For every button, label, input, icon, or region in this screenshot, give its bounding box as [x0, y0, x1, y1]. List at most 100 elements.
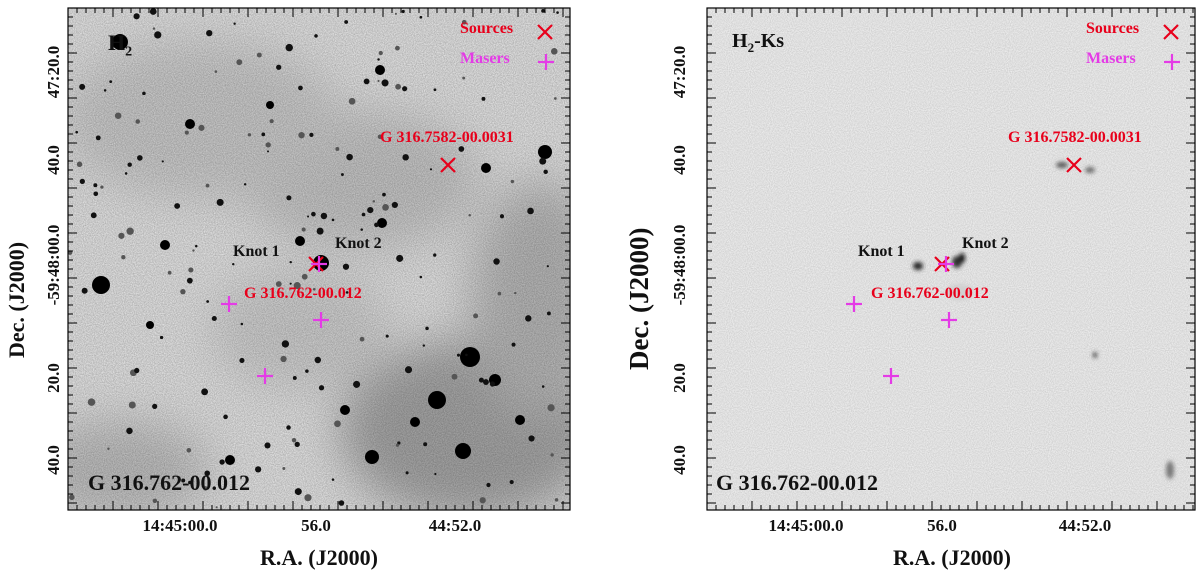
star: [204, 470, 210, 477]
star: [255, 466, 262, 473]
star: [514, 291, 517, 295]
star: [95, 135, 101, 141]
star: [267, 150, 270, 153]
star: [497, 291, 502, 296]
star: [425, 326, 429, 331]
star: [341, 173, 344, 176]
star: [473, 313, 479, 319]
maser-marker: [883, 368, 899, 384]
star: [455, 443, 471, 459]
star: [154, 31, 162, 39]
star: [344, 20, 349, 24]
star: [289, 282, 292, 285]
star: [422, 344, 426, 347]
star: [451, 373, 458, 380]
x-tick-label: 44:52.0: [428, 516, 482, 535]
star: [185, 119, 195, 129]
star: [214, 70, 218, 73]
star: [107, 447, 110, 451]
star: [345, 291, 349, 294]
star: [481, 96, 486, 101]
star: [90, 212, 97, 219]
star: [481, 163, 491, 173]
star: [264, 442, 271, 449]
star: [405, 471, 409, 475]
star: [93, 183, 98, 188]
knot-2-label: Knot 2: [962, 235, 1009, 252]
star: [152, 403, 158, 409]
star: [146, 321, 154, 329]
star: [509, 480, 514, 485]
star: [433, 88, 437, 92]
star: [510, 179, 515, 184]
source-label-g316-7582: G 316.7582-00.0031: [380, 129, 514, 146]
star: [316, 227, 324, 235]
star: [401, 9, 405, 14]
h2-image-panel: H2 Sources Masers G 316.7582-00.0031 G 3…: [4, 7, 571, 570]
star: [419, 15, 423, 19]
maser-marker: [257, 368, 273, 384]
x-tick-label: 56.0: [927, 516, 957, 535]
star: [76, 161, 83, 168]
source-label-g316-762: G 316.762-00.012: [244, 285, 362, 302]
star: [186, 277, 193, 284]
star: [353, 380, 361, 388]
star: [167, 270, 172, 275]
star: [205, 183, 210, 188]
star: [79, 178, 85, 184]
star: [126, 427, 133, 435]
star: [201, 388, 209, 396]
star: [240, 322, 244, 326]
star: [293, 282, 301, 290]
star: [269, 119, 274, 124]
h2-image-field: [68, 8, 570, 510]
y-tick-label: -59:48:00.0: [44, 224, 63, 306]
h2-ks-image-canvas: [706, 7, 1196, 511]
star: [92, 276, 110, 294]
panel-label: H2-Ks: [732, 30, 785, 55]
star: [298, 131, 305, 139]
star: [546, 311, 551, 316]
star: [232, 262, 235, 266]
y-tick-label: 47:20.0: [44, 45, 63, 99]
field-name-label: G 316.762-00.012: [716, 470, 878, 495]
star: [541, 385, 545, 388]
star: [320, 212, 328, 220]
star: [281, 340, 290, 348]
star: [486, 482, 491, 488]
star: [433, 253, 437, 257]
star: [282, 467, 286, 470]
y-axis-title: Dec. (J2000): [624, 227, 654, 370]
source-marker-g316-7582: [1066, 157, 1082, 173]
star: [225, 455, 235, 465]
star: [134, 367, 140, 374]
star: [460, 347, 480, 367]
star: [365, 450, 379, 464]
star: [186, 447, 192, 453]
star: [292, 376, 297, 380]
legend-masers-label: Masers: [460, 50, 510, 67]
star: [338, 500, 345, 506]
star: [489, 381, 496, 387]
star: [378, 50, 383, 56]
star: [149, 8, 157, 15]
h2-ks-emission-features: [913, 162, 1174, 479]
star: [201, 485, 204, 488]
star: [419, 275, 423, 279]
star: [215, 506, 218, 509]
star: [247, 133, 252, 137]
star: [160, 240, 170, 250]
star: [216, 198, 224, 206]
star: [93, 191, 99, 197]
star: [429, 168, 433, 171]
star: [188, 267, 194, 273]
legend-source-marker: [537, 24, 553, 40]
star: [394, 12, 397, 15]
star: [465, 353, 468, 357]
star: [359, 336, 365, 342]
y-tick-label: 40.0: [44, 145, 63, 175]
star: [161, 160, 164, 163]
star: [360, 228, 363, 231]
star: [375, 65, 385, 75]
y-tick-label: 20.0: [44, 363, 63, 393]
